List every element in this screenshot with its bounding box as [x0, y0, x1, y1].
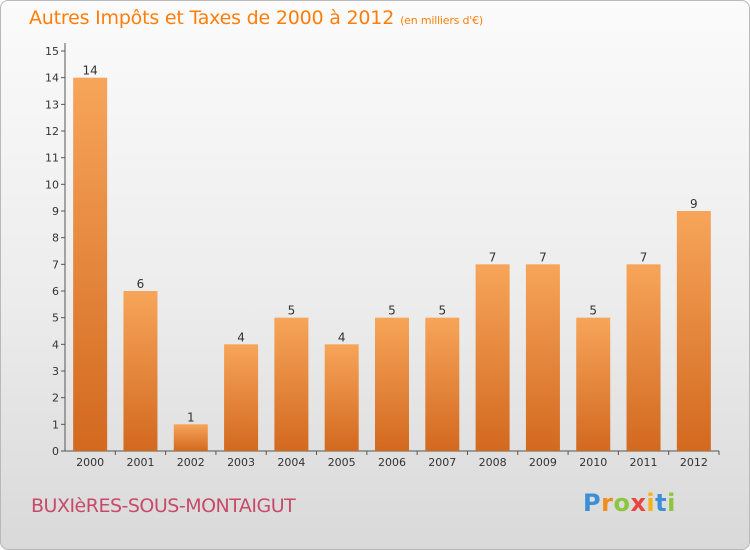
y-tick-label: 10 [45, 178, 59, 191]
y-tick-label: 8 [52, 232, 59, 245]
y-tick-label: 1 [52, 418, 59, 431]
bar [425, 317, 460, 451]
x-tick-label: 2009 [529, 456, 557, 469]
x-tick-label: 2012 [680, 456, 708, 469]
data-label: 6 [137, 277, 145, 291]
logo-letter: r [601, 489, 614, 517]
logo-letter: t [655, 489, 668, 517]
y-tick-label: 11 [45, 152, 59, 165]
y-tick-label: 14 [45, 72, 59, 85]
bar [324, 344, 359, 451]
y-tick-label: 12 [45, 125, 59, 138]
chart-unit: (en milliers d'€) [400, 14, 483, 27]
y-tick-label: 3 [52, 365, 59, 378]
bar [274, 317, 309, 451]
x-tick-label: 2000 [76, 456, 104, 469]
x-tick-label: 2008 [479, 456, 507, 469]
data-label: 7 [539, 250, 547, 264]
y-tick-label: 9 [52, 205, 59, 218]
logo-letter: o [613, 489, 631, 517]
data-label: 5 [589, 304, 597, 318]
bar [626, 264, 661, 451]
x-tick-label: 2011 [630, 456, 658, 469]
logo-letter: x [630, 489, 647, 517]
x-tick-label: 2005 [328, 456, 356, 469]
x-tick-label: 2004 [277, 456, 305, 469]
bar [475, 264, 510, 451]
x-tick-label: 2007 [428, 456, 456, 469]
logo-letter: i [646, 489, 656, 517]
bar [676, 211, 711, 451]
x-tick-label: 2006 [378, 456, 406, 469]
data-label: 14 [83, 64, 98, 78]
y-tick-label: 4 [52, 338, 59, 351]
bar [525, 264, 560, 451]
chart-title: Autres Impôts et Taxes de 2000 à 2012 (en… [29, 7, 483, 29]
data-label: 1 [187, 410, 195, 424]
x-tick-label: 2002 [177, 456, 205, 469]
x-tick-label: 2001 [126, 456, 154, 469]
y-tick-label: 15 [45, 45, 59, 58]
data-label: 5 [288, 304, 296, 318]
bar [224, 344, 259, 451]
y-tick-label: 0 [52, 445, 59, 458]
proxiti-logo: Proxiti [583, 489, 676, 517]
data-label: 7 [640, 250, 648, 264]
y-tick-label: 7 [52, 258, 59, 271]
y-tick-label: 2 [52, 392, 59, 405]
y-tick-label: 6 [52, 285, 59, 298]
bar [123, 291, 158, 451]
data-label: 4 [237, 330, 245, 344]
data-label: 9 [690, 197, 698, 211]
y-tick-label: 13 [45, 98, 59, 111]
bar [173, 424, 208, 451]
y-tick-label: 5 [52, 312, 59, 325]
x-tick-label: 2003 [227, 456, 255, 469]
chart-title-text: Autres Impôts et Taxes de 2000 à 2012 [29, 7, 395, 29]
bar [375, 317, 409, 451]
data-label: 7 [489, 250, 497, 264]
logo-letter: P [583, 489, 602, 517]
data-label: 5 [388, 304, 396, 318]
data-label: 4 [338, 330, 346, 344]
data-label: 5 [438, 304, 446, 318]
bar [73, 77, 108, 452]
logo-letter: i [667, 489, 676, 517]
x-tick-label: 2010 [579, 456, 607, 469]
commune-name: BUXIèRES-SOUS-MONTAIGUT [31, 495, 296, 517]
bar [576, 317, 611, 451]
